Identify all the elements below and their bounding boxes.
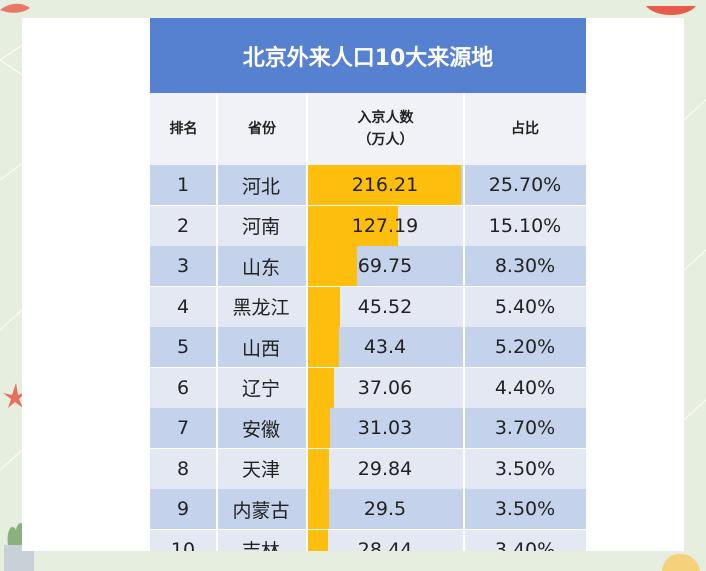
header-share: 占比	[511, 121, 539, 137]
value-bar	[308, 246, 358, 286]
value-label: 127.19	[351, 214, 419, 237]
table-row: 8 天津 29.84 3.50%	[150, 448, 586, 489]
table-row: 2 河南 127.19 15.10%	[150, 205, 586, 246]
leaf-icon	[0, 3, 30, 13]
share-cell: 8.30%	[494, 255, 556, 277]
table-row: 7 安徽 31.03 3.70%	[150, 408, 586, 448]
value-cell: 45.52	[307, 286, 463, 327]
share-cell: 5.40%	[494, 295, 556, 318]
value-cell: 69.75	[307, 246, 463, 286]
province-cell: 山西	[241, 337, 280, 360]
province-cell: 辽宁	[241, 378, 280, 400]
province-cell: 黑龙江	[232, 297, 290, 319]
header-count-unit: （万人）	[357, 132, 414, 148]
column-divider	[216, 93, 218, 551]
rank-cell: 7	[176, 417, 190, 439]
rank-cell: 3	[176, 255, 190, 277]
share-cell: 15.10%	[488, 214, 562, 237]
header-province: 省份	[248, 121, 276, 137]
value-cell: 28.44	[307, 529, 463, 552]
rank-cell: 10	[170, 538, 196, 552]
value-bar	[308, 205, 398, 246]
value-bar	[308, 367, 335, 408]
table-header: 排名 省份 入京人数 （万人） 占比	[150, 93, 586, 165]
value-label: 31.03	[357, 417, 413, 439]
rank-cell: 4	[176, 295, 190, 318]
starfish-icon	[3, 383, 26, 408]
value-bar	[308, 489, 329, 529]
table-row: 9 内蒙古 29.5 3.50%	[150, 489, 586, 529]
rank-cell: 9	[176, 498, 190, 520]
column-divider	[463, 93, 465, 551]
rank-cell: 1	[176, 174, 190, 196]
value-cell: 29.84	[307, 448, 463, 489]
share-cell: 3.40%	[494, 538, 556, 552]
share-cell: 3.50%	[494, 457, 556, 480]
province-cell: 吉林	[241, 540, 280, 551]
value-cell: 216.21	[307, 165, 463, 205]
shell-icon	[662, 553, 700, 571]
province-cell: 天津	[241, 459, 280, 481]
province-cell: 内蒙古	[232, 499, 290, 522]
value-bar	[308, 448, 330, 489]
value-bar	[308, 165, 461, 205]
table-row: 10 吉林 28.44 3.40%	[150, 529, 586, 552]
province-cell: 河北	[241, 175, 280, 198]
value-cell: 43.4	[307, 327, 463, 367]
table-row: 5 山西 43.4 5.20%	[150, 327, 586, 367]
value-cell: 29.5	[307, 489, 463, 529]
value-cell: 37.06	[307, 367, 463, 408]
table-row: 1 河北 216.21 25.70%	[150, 165, 586, 205]
value-label: 29.5	[363, 498, 407, 520]
province-cell: 河南	[241, 216, 280, 238]
rank-cell: 8	[176, 457, 190, 480]
share-cell: 3.50%	[494, 498, 556, 520]
share-cell: 4.40%	[494, 376, 556, 399]
value-bar	[308, 286, 341, 327]
province-cell: 安徽	[241, 418, 280, 441]
value-bar	[308, 529, 329, 551]
table-row: 3 山东 69.75 8.30%	[150, 246, 586, 286]
value-label: 69.75	[357, 255, 413, 277]
province-cell: 山东	[241, 256, 280, 279]
column-divider	[306, 93, 308, 551]
share-cell: 3.70%	[494, 417, 556, 439]
value-label: 45.52	[357, 295, 413, 318]
watermelon-icon	[646, 6, 696, 15]
rank-cell: 5	[176, 336, 190, 358]
header-count: 入京人数 （万人）	[307, 93, 464, 165]
value-label: 28.44	[357, 538, 413, 552]
value-cell: 31.03	[307, 408, 463, 448]
share-cell: 5.20%	[494, 336, 556, 358]
value-label: 43.4	[363, 336, 407, 358]
value-bar	[308, 408, 330, 448]
value-label: 216.21	[351, 174, 419, 196]
table-title: 北京外来人口10大来源地	[150, 18, 586, 93]
value-label: 29.84	[357, 457, 413, 480]
value-bar	[308, 327, 339, 367]
value-cell: 127.19	[307, 205, 463, 246]
population-table: 北京外来人口10大来源地 排名 省份 入京人数 （万人） 占比 1 河北 216.2…	[150, 18, 586, 551]
header-count-label: 入京人数	[357, 110, 414, 126]
share-cell: 25.70%	[488, 174, 562, 196]
rank-cell: 2	[176, 214, 190, 237]
table-row: 4 黑龙江 45.52 5.40%	[150, 286, 586, 327]
value-label: 37.06	[357, 376, 413, 399]
header-rank: 排名	[169, 121, 198, 137]
rank-cell: 6	[176, 376, 190, 399]
table-row: 6 辽宁 37.06 4.40%	[150, 367, 586, 408]
